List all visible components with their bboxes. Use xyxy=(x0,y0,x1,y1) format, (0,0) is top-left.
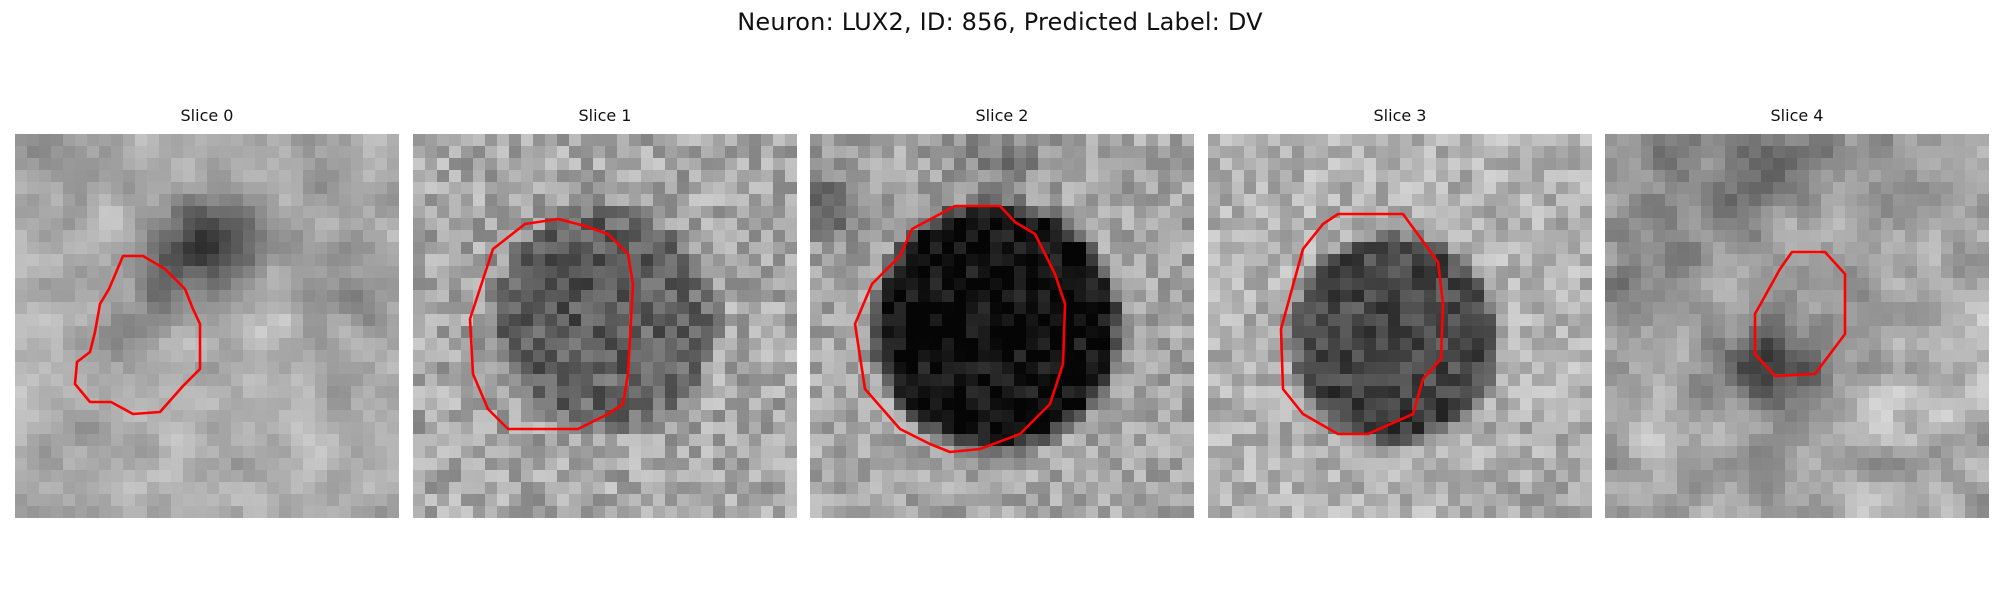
slice-image-0 xyxy=(15,134,399,518)
slice-title-0: Slice 0 xyxy=(180,106,234,125)
roi-contour xyxy=(853,204,1067,454)
pixel-grid xyxy=(15,134,399,518)
pixel-grid xyxy=(1208,134,1592,518)
pixel-grid xyxy=(1605,134,1989,518)
slice-title-4: Slice 4 xyxy=(1770,106,1824,125)
slice-image-2 xyxy=(810,134,1194,518)
slice-image-4 xyxy=(1605,134,1989,518)
roi-contour xyxy=(73,254,202,416)
slice-title-2: Slice 2 xyxy=(975,106,1029,125)
slice-title-1: Slice 1 xyxy=(578,106,632,125)
figure-title: Neuron: LUX2, ID: 856, Predicted Label: … xyxy=(737,8,1263,36)
roi-contour xyxy=(468,217,635,431)
slice-title-3: Slice 3 xyxy=(1373,106,1427,125)
roi-contour xyxy=(1753,250,1847,378)
roi-contour xyxy=(1279,212,1445,436)
slice-image-3 xyxy=(1208,134,1592,518)
pixel-grid xyxy=(413,134,797,518)
slice-image-1 xyxy=(413,134,797,518)
pixel-grid xyxy=(810,134,1194,518)
